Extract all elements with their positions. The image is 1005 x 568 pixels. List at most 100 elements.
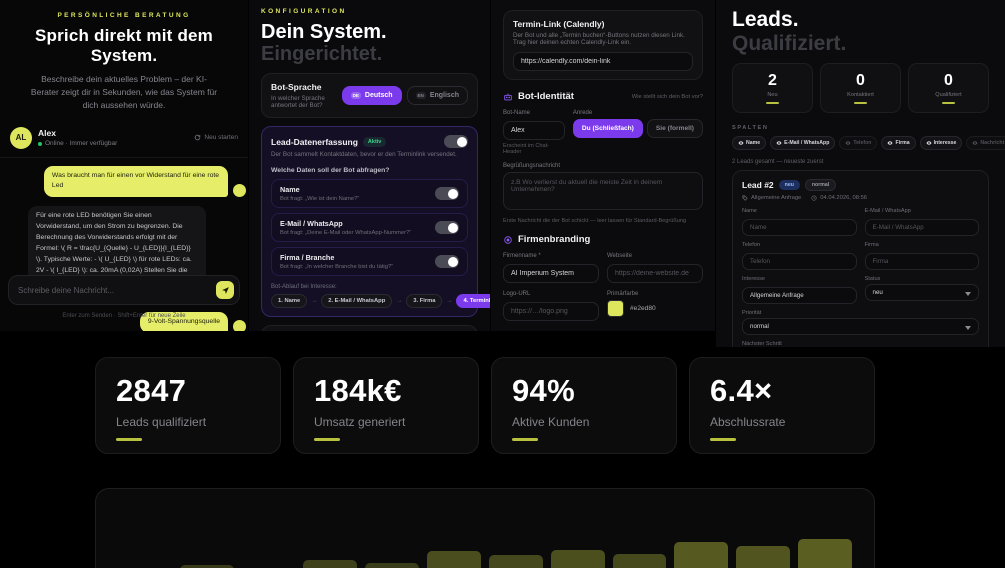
lead-name-input[interactable] [742, 218, 857, 236]
lead-company-label: Firma [864, 241, 879, 248]
column-chip-firma[interactable]: Firma [881, 135, 916, 150]
restart-chat-button[interactable]: Neu starten [194, 134, 238, 141]
company-name-label: Firmenname * [503, 253, 541, 259]
logo-url-input[interactable] [503, 302, 599, 321]
calendly-subtitle: Der Bot und alle „Termin buchen“-Buttons… [513, 32, 685, 46]
lead-capture-title: Lead-Datenerfassung [271, 136, 358, 147]
chat-message-user: 9-Volt-Spannungsquelle [10, 312, 246, 331]
primary-color-label: Primärfarbe [607, 291, 639, 297]
website-input[interactable] [607, 264, 703, 283]
bot-name-input[interactable] [503, 121, 565, 140]
capture-field-email-toggle[interactable] [435, 221, 459, 235]
panel-configuration: KONFIGURATION Dein System. Eingerichtet.… [249, 0, 490, 331]
calendly-link-input[interactable] [513, 52, 693, 71]
flow-step-4: 4. Terminlink [456, 294, 490, 309]
next-step-label: Nächster Schritt [742, 340, 782, 347]
priority-badge-normal: normal [804, 178, 837, 191]
user-avatar [233, 320, 246, 331]
capture-field-name: Name Bot fragt: „Wie ist dein Name?“ [271, 179, 468, 209]
lead-interest-input[interactable] [742, 286, 857, 304]
salutation-option-sie[interactable]: Sie (formell) [646, 119, 703, 138]
refresh-icon [194, 134, 201, 141]
bot-language-title: Bot-Sprache [271, 82, 322, 93]
capture-field-name-toggle[interactable] [435, 187, 459, 201]
flow-step-2: 2. E-Mail / WhatsApp [321, 294, 393, 309]
lead-capture-card: Lead-Datenerfassung Aktiv Der Bot sammel… [261, 126, 490, 318]
growth-bar-chart [95, 488, 875, 568]
lead-status-select[interactable]: neu [864, 283, 979, 301]
eye-icon [887, 140, 893, 146]
send-icon [221, 286, 230, 295]
identity-section-hint: Wie stellt sich dein Bot vor? [631, 93, 703, 100]
chat-message-input[interactable] [18, 285, 216, 295]
column-chip-telefon[interactable]: Telefon [839, 135, 878, 150]
lead-title: Lead #2 [742, 179, 774, 190]
arrow-icon: → [396, 298, 403, 305]
metric-underline [116, 438, 142, 441]
config-title: Dein System. [261, 21, 387, 43]
status-badge-neu: neu [778, 179, 800, 190]
chat-subtitle: Beschreibe dein aktuelles Problem – der … [30, 74, 218, 111]
language-option-englisch[interactable]: EN Englisch [406, 86, 468, 106]
lead-email-input[interactable] [864, 218, 979, 236]
column-chip-interesse[interactable]: Interesse [919, 135, 963, 150]
leads-stats-row: 2 Neu 0 Kontaktiert 0 Qualifiziert [732, 62, 989, 113]
metric-umsatz: 184k€ Umsatz generiert [293, 357, 479, 454]
flow-step-3: 3. Firma [406, 294, 443, 309]
metric-underline [710, 438, 736, 441]
panel-chat-demo: PERSÖNLICHE BERATUNG Sprich direkt mit d… [0, 0, 248, 331]
stat-card-qualifiziert: 0 Qualifiziert [908, 62, 989, 113]
stat-card-kontaktiert: 0 Kontaktiert [820, 62, 901, 113]
chart-bar [550, 549, 605, 568]
capture-field-company: Firma / Branche Bot fragt: „In welcher B… [271, 247, 468, 277]
capture-field-email: E-Mail / WhatsApp Bot fragt: „Deine E-Ma… [271, 213, 468, 243]
column-chip-name[interactable]: Name [732, 135, 767, 150]
chat-header-bar: AL Alex Online · Immer verfügbar Neu sta… [0, 119, 248, 158]
chart-bar [488, 555, 543, 568]
chart-bar [303, 560, 358, 568]
lead-capture-subtitle: Der Bot sammelt Kontaktdaten, bevor er d… [271, 151, 457, 159]
metric-aktive-kunden: 94% Aktive Kunden [491, 357, 677, 454]
chat-input-hint: Enter zum Senden · Shift+Enter für neue … [62, 313, 186, 319]
logo-url-label: Logo-URL [503, 291, 531, 297]
greeting-helper: Erste Nachricht die der Bot schickt — le… [503, 218, 687, 224]
leads-summary: 2 Leads gesamt — neueste zuerst [732, 158, 824, 165]
chat-message-user: Was braucht man für einen vor Widerstand… [10, 165, 246, 198]
leads-title-secondary: Qualifiziert. [732, 31, 847, 55]
flag-de-icon: DE [350, 92, 361, 100]
lead-company-input[interactable] [864, 252, 979, 270]
color-hex-value: #e2ed80 [630, 305, 656, 312]
lead-phone-label: Telefon [742, 241, 761, 248]
language-option-deutsch[interactable]: DE Deutsch [341, 86, 402, 106]
bot-language-subtitle: In welcher Sprache antwortet der Bot? [271, 95, 325, 110]
leads-title: Leads. [732, 8, 799, 31]
salutation-option-du[interactable]: Du (Schließfach) [572, 119, 643, 138]
send-button[interactable] [216, 281, 234, 299]
column-chip-e-mail-whatsapp[interactable]: E-Mail / WhatsApp [770, 135, 836, 150]
lead-interest-meta: Allgemeine Anfrage [742, 195, 801, 201]
eye-icon [926, 140, 932, 146]
panel-bot-identity: Termin-Link (Calendly) Der Bot und alle … [491, 0, 715, 331]
flow-label: Bot-Ablauf bei Interesse: [271, 284, 337, 291]
panel-leads: Leads. Qualifiziert. 2 Neu 0 Kontaktiert… [716, 0, 1005, 347]
bot-name-label: Bot-Name [503, 110, 531, 116]
robot-icon [503, 92, 513, 102]
color-swatch[interactable] [607, 300, 624, 317]
stat-underline [942, 101, 955, 104]
company-name-input[interactable] [503, 264, 599, 283]
priority-select[interactable]: normal [742, 317, 979, 335]
chart-bar [612, 554, 667, 568]
lead-capture-toggle[interactable] [444, 135, 468, 149]
capture-field-company-toggle[interactable] [435, 255, 459, 269]
branding-icon [503, 235, 513, 245]
lead-phone-input[interactable] [742, 252, 857, 270]
column-chip-nachricht[interactable]: Nachricht [966, 135, 1005, 150]
metric-underline [512, 438, 538, 441]
lead-email-label: E-Mail / WhatsApp [864, 207, 911, 214]
columns-label: SPALTEN [732, 124, 769, 131]
calendly-card: Termin-Link (Calendly) Der Bot und alle … [503, 10, 703, 80]
priority-label: Priorität [742, 309, 762, 316]
metric-leads-qualifiziert: 2847 Leads qualifiziert [95, 357, 281, 454]
greeting-textarea[interactable] [503, 172, 703, 210]
